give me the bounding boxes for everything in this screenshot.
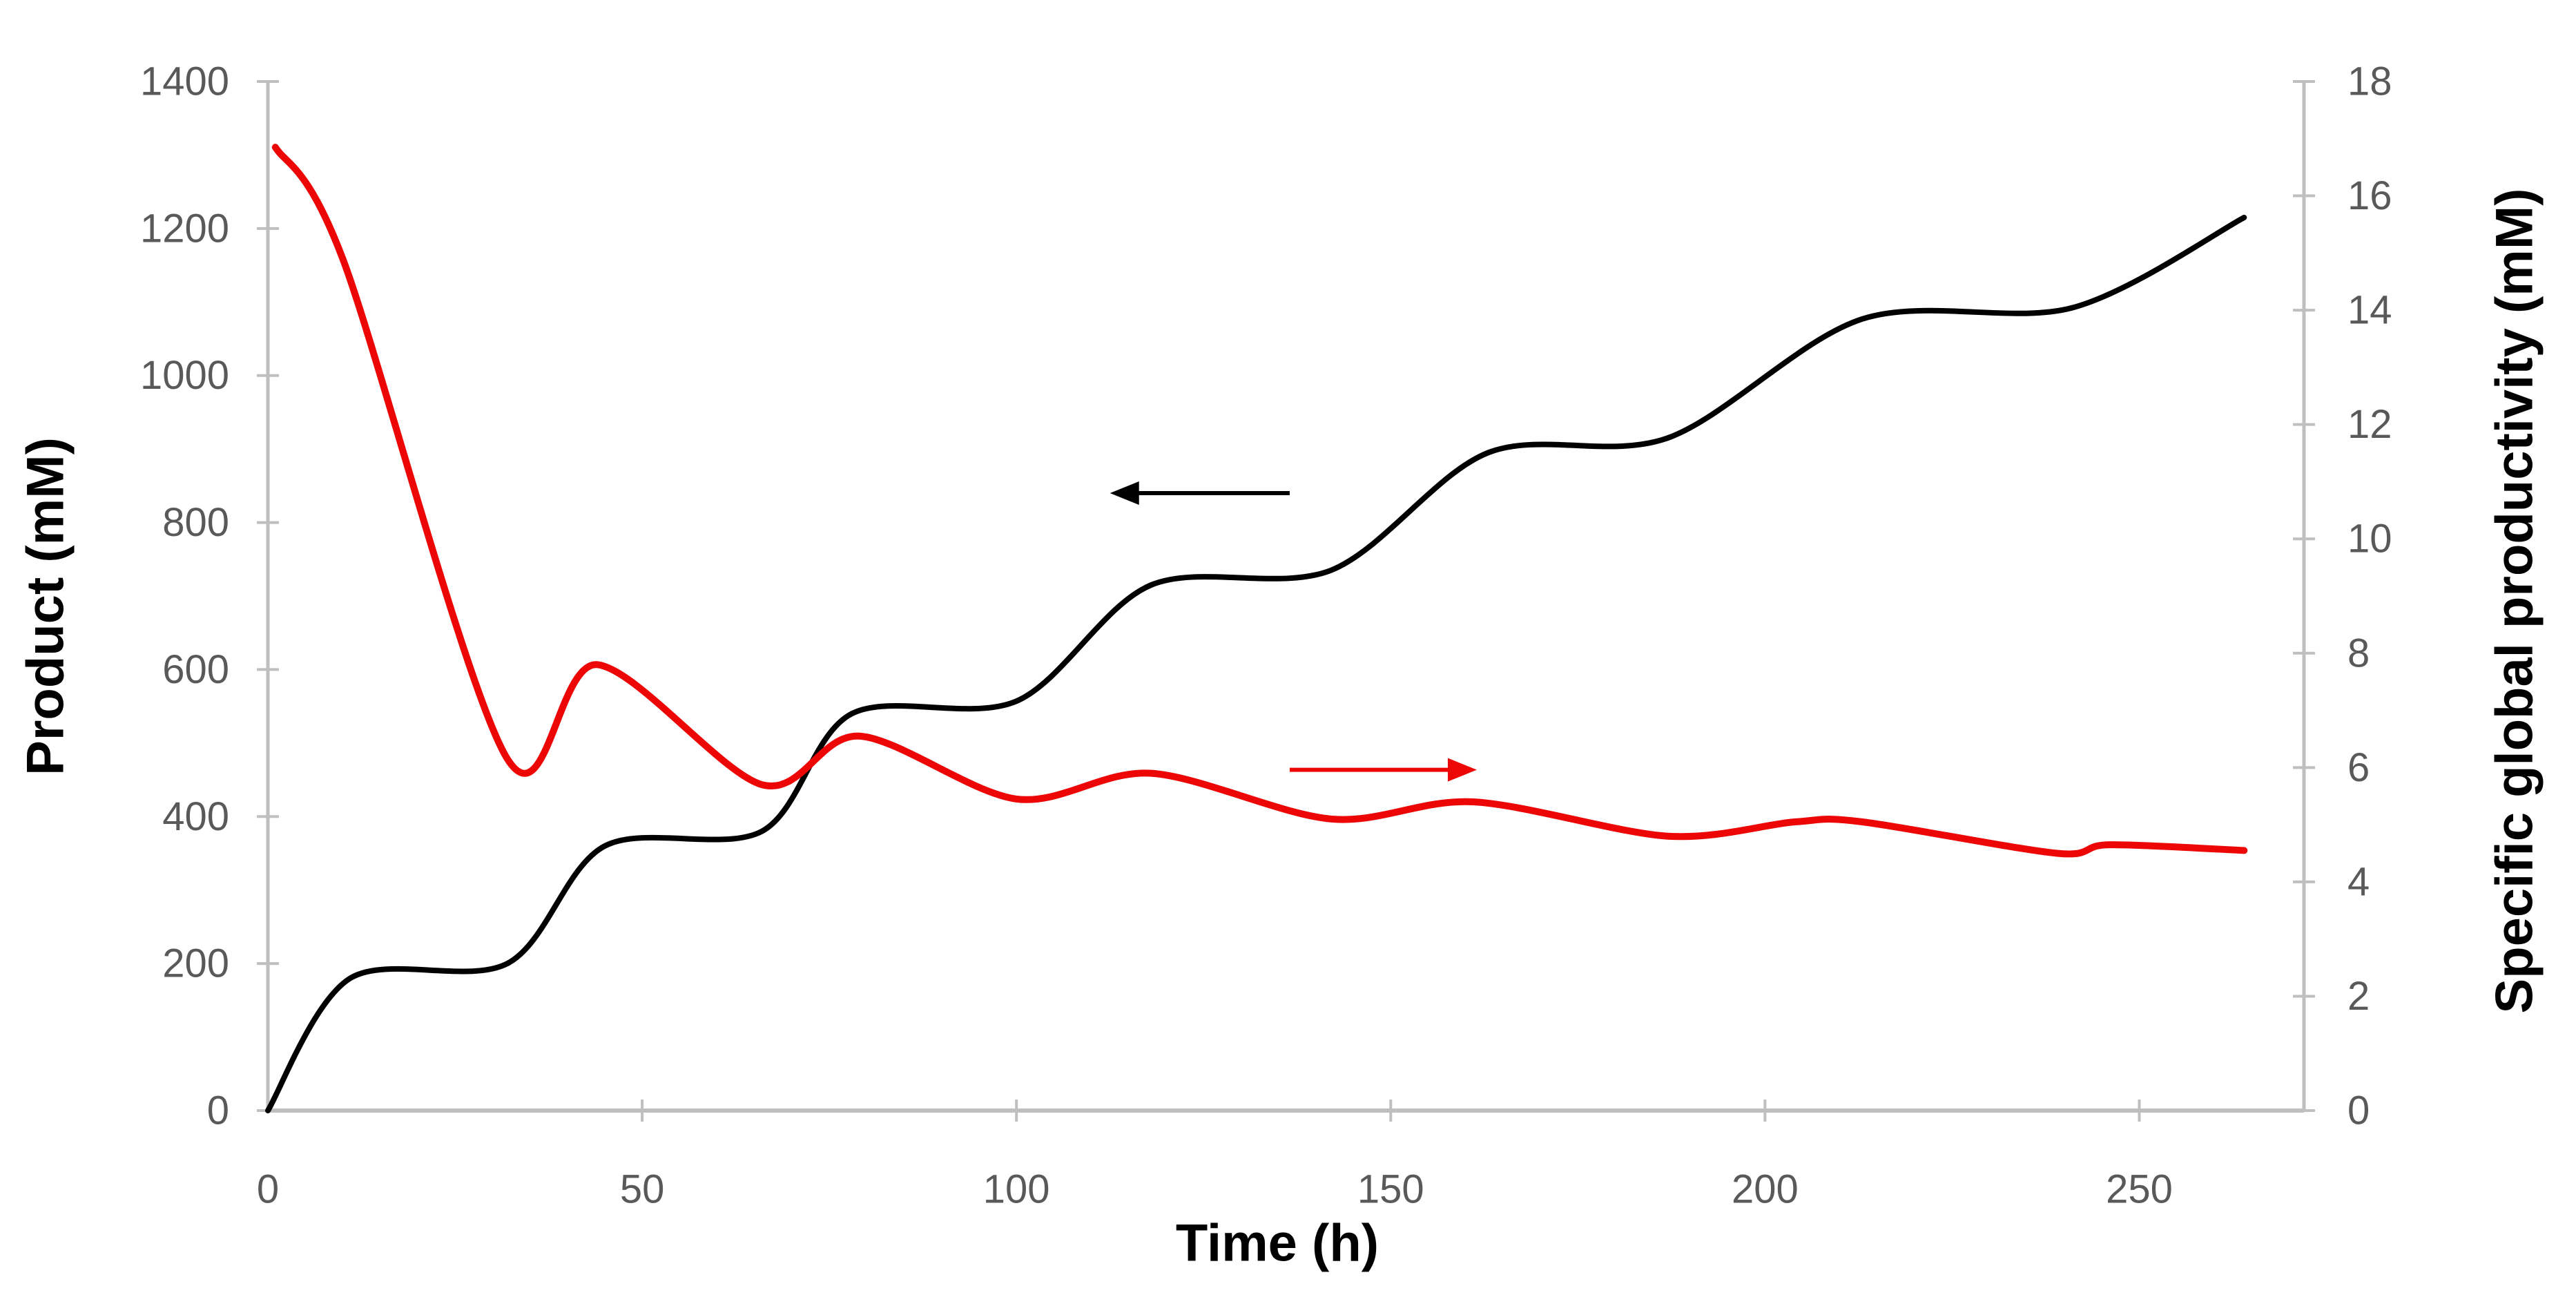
series-group	[265, 144, 2248, 1113]
black-left-arrow-head	[1110, 481, 1139, 505]
y-left-tick-label: 400	[162, 794, 229, 839]
productivity-line	[271, 144, 2248, 858]
product-line	[265, 214, 2247, 1113]
y-right-tick-label: 6	[2347, 745, 2370, 790]
x-tick-label: 200	[1732, 1167, 1799, 1212]
y-left-tick-label: 1000	[140, 353, 229, 398]
y-right-tick-label: 12	[2347, 402, 2392, 447]
y-axis-title-left: Product (mM)	[17, 437, 75, 776]
y-left-tick-label: 200	[162, 941, 229, 986]
tick-labels-group: 0200400600800100012001400024681012141618…	[140, 59, 2392, 1212]
y-right-tick-label: 2	[2347, 974, 2370, 1019]
x-tick-label: 250	[2106, 1167, 2173, 1212]
x-tick-label: 100	[983, 1167, 1050, 1212]
annotations-group	[1110, 481, 1477, 782]
x-axis-title: Time (h)	[1176, 1214, 1379, 1273]
y-left-tick-label: 600	[162, 647, 229, 692]
x-tick-label: 0	[257, 1167, 279, 1212]
x-tick-label: 50	[620, 1167, 665, 1212]
y-left-tick-label: 1400	[140, 59, 229, 104]
axes-group	[266, 81, 2306, 1113]
y-right-tick-label: 0	[2347, 1088, 2370, 1133]
y-right-tick-label: 10	[2347, 517, 2392, 561]
x-tick-label: 150	[1357, 1167, 1424, 1212]
red-right-arrow-annotation	[1289, 758, 1477, 782]
y-left-tick-label: 1200	[140, 206, 229, 251]
y-left-tick-label: 0	[207, 1088, 229, 1133]
black-left-arrow-annotation	[1110, 481, 1290, 505]
red-right-arrow-head	[1447, 758, 1477, 782]
y-left-tick-label: 800	[162, 500, 229, 545]
y-right-tick-label: 16	[2347, 173, 2392, 218]
y-right-tick-label: 8	[2347, 631, 2370, 675]
y-right-tick-label: 18	[2347, 59, 2392, 104]
tick-marks-group	[257, 80, 2315, 1122]
y-right-tick-label: 4	[2347, 859, 2370, 904]
y-right-tick-label: 14	[2347, 288, 2392, 333]
y-axis-title-right: Specific global productivity (mM)	[2486, 189, 2544, 1014]
